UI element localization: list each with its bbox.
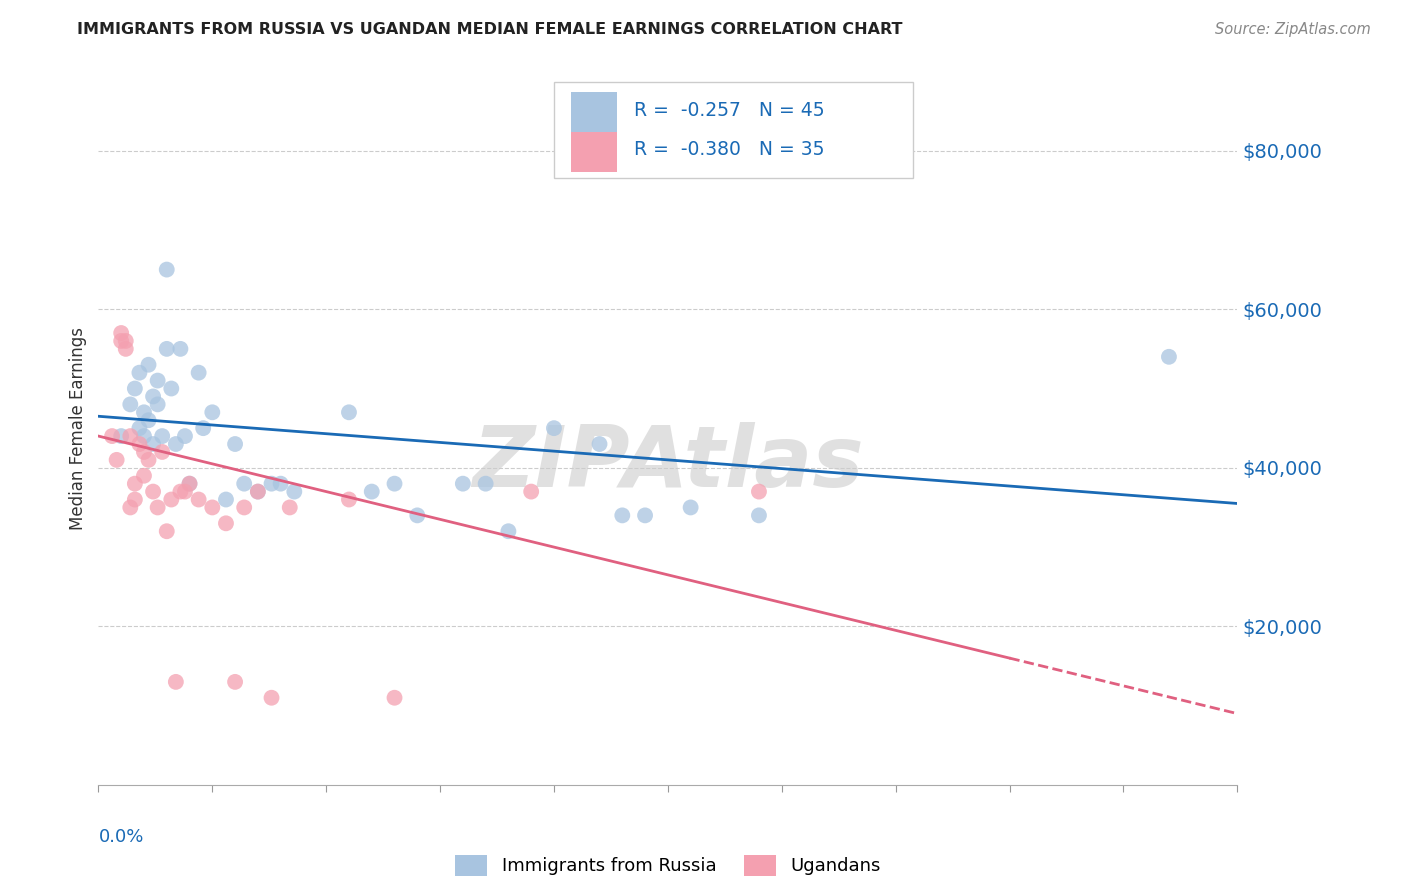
- Point: [124, 492, 146, 507]
- Point: [128, 366, 150, 380]
- Point: [128, 421, 150, 435]
- Point: [215, 492, 238, 507]
- Point: [679, 500, 702, 515]
- Point: [224, 437, 246, 451]
- Point: [260, 476, 283, 491]
- Point: [165, 437, 187, 451]
- Point: [160, 492, 183, 507]
- Point: [246, 484, 269, 499]
- Point: [120, 429, 142, 443]
- Point: [748, 508, 770, 523]
- Point: [156, 342, 179, 356]
- Text: IMMIGRANTS FROM RUSSIA VS UGANDAN MEDIAN FEMALE EARNINGS CORRELATION CHART: IMMIGRANTS FROM RUSSIA VS UGANDAN MEDIAN…: [77, 22, 903, 37]
- Point: [193, 421, 215, 435]
- Point: [270, 476, 292, 491]
- Point: [451, 476, 474, 491]
- Point: [179, 476, 201, 491]
- Point: [201, 405, 224, 419]
- Point: [142, 389, 165, 403]
- Point: [128, 437, 150, 451]
- Point: [160, 382, 183, 396]
- Point: [150, 445, 173, 459]
- Point: [498, 524, 520, 539]
- Point: [120, 500, 142, 515]
- Point: [114, 342, 136, 356]
- Point: [543, 421, 565, 435]
- Point: [174, 429, 197, 443]
- Text: R =  -0.257   N = 45: R = -0.257 N = 45: [634, 101, 824, 120]
- Text: ZIPAtlas: ZIPAtlas: [472, 422, 863, 506]
- Point: [146, 500, 169, 515]
- Point: [169, 342, 191, 356]
- Point: [138, 358, 160, 372]
- Point: [634, 508, 657, 523]
- Point: [132, 468, 155, 483]
- Text: Source: ZipAtlas.com: Source: ZipAtlas.com: [1215, 22, 1371, 37]
- FancyBboxPatch shape: [571, 132, 617, 171]
- Point: [179, 476, 201, 491]
- Point: [520, 484, 543, 499]
- Point: [124, 382, 146, 396]
- FancyBboxPatch shape: [554, 82, 912, 178]
- Point: [150, 429, 173, 443]
- Point: [360, 484, 382, 499]
- Point: [233, 500, 256, 515]
- Point: [156, 524, 179, 539]
- Point: [142, 437, 165, 451]
- Point: [132, 429, 155, 443]
- Point: [260, 690, 283, 705]
- Point: [201, 500, 224, 515]
- Point: [384, 690, 406, 705]
- Point: [384, 476, 406, 491]
- Point: [278, 500, 301, 515]
- Point: [474, 476, 496, 491]
- Point: [124, 476, 146, 491]
- Point: [165, 674, 187, 689]
- Point: [138, 413, 160, 427]
- Text: R =  -0.380   N = 35: R = -0.380 N = 35: [634, 140, 824, 160]
- FancyBboxPatch shape: [571, 93, 617, 132]
- Point: [174, 484, 197, 499]
- Text: 0.0%: 0.0%: [98, 828, 143, 846]
- Point: [187, 492, 209, 507]
- Point: [612, 508, 634, 523]
- Point: [748, 484, 770, 499]
- Point: [132, 405, 155, 419]
- Point: [337, 492, 360, 507]
- Point: [132, 445, 155, 459]
- Point: [588, 437, 610, 451]
- Point: [146, 374, 169, 388]
- Point: [156, 262, 179, 277]
- Point: [110, 429, 132, 443]
- Point: [169, 484, 191, 499]
- Point: [120, 397, 142, 411]
- Point: [101, 429, 124, 443]
- Point: [246, 484, 269, 499]
- Point: [105, 453, 128, 467]
- Point: [114, 334, 136, 348]
- Point: [187, 366, 209, 380]
- Y-axis label: Median Female Earnings: Median Female Earnings: [69, 326, 87, 530]
- Point: [224, 674, 246, 689]
- Point: [1157, 350, 1180, 364]
- Point: [283, 484, 305, 499]
- Point: [233, 476, 256, 491]
- Point: [110, 326, 132, 340]
- Point: [215, 516, 238, 531]
- Point: [406, 508, 429, 523]
- Point: [138, 453, 160, 467]
- Legend: Immigrants from Russia, Ugandans: Immigrants from Russia, Ugandans: [447, 847, 889, 883]
- Point: [110, 334, 132, 348]
- Point: [337, 405, 360, 419]
- Point: [142, 484, 165, 499]
- Point: [146, 397, 169, 411]
